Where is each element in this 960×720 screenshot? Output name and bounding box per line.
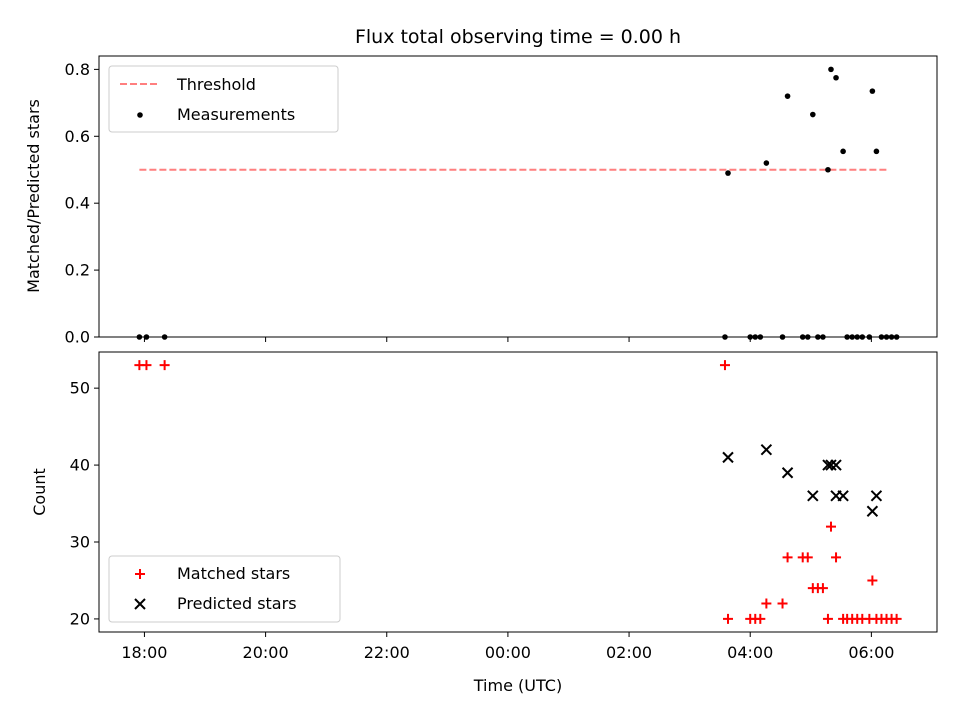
matched-star-point bbox=[822, 613, 833, 624]
top-panel: 0.0 0.2 0.4 0.6 0.8 Threshold Measurements bbox=[65, 55, 938, 347]
measurement-point bbox=[859, 334, 866, 340]
bottom-legend: Matched stars Predicted stars bbox=[108, 555, 341, 623]
legend-threshold-label: Threshold bbox=[176, 75, 256, 94]
bottom-xtick-label: 04:00 bbox=[727, 643, 773, 662]
predicted-star-point bbox=[760, 443, 773, 456]
matched-star-point bbox=[891, 613, 902, 624]
measurement-point bbox=[143, 334, 150, 340]
legend-matched-swatch bbox=[135, 569, 145, 579]
bottom-xtick-label: 06:00 bbox=[848, 643, 894, 662]
predicted-star-point bbox=[866, 505, 879, 517]
measurement-point bbox=[810, 111, 816, 118]
measurement-point bbox=[804, 334, 811, 340]
matched-star-point bbox=[761, 598, 772, 609]
measurement-point bbox=[854, 334, 861, 340]
predicted-star-point bbox=[837, 490, 849, 502]
bottom-ytick-label: 30 bbox=[70, 533, 90, 552]
measurement-point bbox=[844, 334, 850, 340]
top-y-axis-label: Matched/Predicted stars bbox=[24, 99, 43, 293]
predicted-star-point bbox=[830, 459, 842, 471]
matched-star-point bbox=[723, 613, 734, 624]
matched-star-point bbox=[141, 360, 152, 371]
measurement-point bbox=[866, 334, 873, 340]
x-axis-label: Time (UTC) bbox=[473, 676, 562, 695]
top-plot-frame bbox=[98, 55, 938, 338]
predicted-star-point bbox=[807, 490, 819, 502]
chart-title: Flux total observing time = 0.00 h bbox=[355, 26, 681, 48]
measurement-point bbox=[799, 334, 806, 340]
matched-star-point bbox=[825, 521, 836, 532]
top-ytick-label: 0.2 bbox=[65, 261, 90, 280]
matched-star-point bbox=[159, 360, 170, 371]
bottom-panel: 20 30 40 50 18:00 20:00 22:00 00:00 02:00 04:00 06… bbox=[70, 351, 938, 662]
legend-measurements-label: Measurements bbox=[177, 105, 295, 124]
predicted-star-point bbox=[870, 490, 883, 502]
predicted-star-point bbox=[781, 467, 794, 479]
bottom-ytick-label: 50 bbox=[70, 379, 90, 398]
measurement-point bbox=[757, 334, 764, 340]
measurement-point bbox=[784, 93, 791, 99]
matched-star-point bbox=[719, 360, 730, 371]
measurement-point bbox=[833, 74, 839, 81]
measurement-point bbox=[725, 170, 731, 176]
bottom-y-axis-label: Count bbox=[30, 468, 49, 516]
matched-star-point bbox=[802, 552, 813, 563]
measurement-point bbox=[752, 334, 759, 340]
bottom-xtick-label: 20:00 bbox=[243, 643, 289, 662]
bottom-ytick-label: 20 bbox=[70, 609, 90, 628]
measurement-point bbox=[820, 334, 826, 340]
measurement-point bbox=[779, 334, 786, 340]
measurement-point bbox=[828, 66, 834, 73]
top-ytick-label: 0.8 bbox=[65, 60, 90, 79]
measurement-point bbox=[840, 148, 846, 155]
legend-predicted-label: Predicted stars bbox=[177, 594, 297, 613]
measurement-point bbox=[722, 334, 728, 340]
top-ytick-label: 0.4 bbox=[65, 194, 90, 213]
bottom-xtick-label: 00:00 bbox=[485, 643, 531, 662]
matched-star-point bbox=[755, 613, 766, 624]
measurement-point bbox=[873, 148, 880, 155]
measurement-point bbox=[161, 334, 168, 340]
predicted-star-point bbox=[825, 459, 837, 471]
bottom-ytick-label: 40 bbox=[70, 456, 90, 475]
matched-star-point bbox=[817, 583, 828, 594]
predicted-star-point bbox=[722, 451, 734, 464]
top-ytick-label: 0.6 bbox=[65, 127, 90, 146]
matched-star-point bbox=[831, 552, 842, 563]
legend-predicted-swatch bbox=[134, 598, 146, 610]
measurement-point bbox=[825, 166, 831, 173]
top-ytick-label: 0.0 bbox=[65, 328, 90, 347]
measurement-point bbox=[883, 334, 890, 340]
legend-matched-label: Matched stars bbox=[177, 564, 290, 583]
measurement-point bbox=[893, 334, 900, 340]
measurement-point bbox=[763, 160, 770, 166]
measurement-point bbox=[849, 334, 855, 340]
bottom-plot-frame bbox=[98, 351, 938, 633]
measurement-point bbox=[878, 334, 885, 340]
bottom-xtick-label: 18:00 bbox=[121, 643, 167, 662]
matched-star-point bbox=[777, 598, 788, 609]
measurement-point bbox=[136, 334, 143, 340]
measurement-point bbox=[869, 88, 876, 94]
matched-star-point bbox=[867, 575, 878, 586]
measurement-point bbox=[815, 334, 821, 340]
legend-measurements-swatch bbox=[137, 112, 143, 118]
measurement-point bbox=[888, 334, 895, 340]
bottom-legend-box bbox=[108, 555, 341, 623]
bottom-xtick-label: 22:00 bbox=[364, 643, 410, 662]
bottom-xtick-label: 02:00 bbox=[606, 643, 652, 662]
matched-star-point bbox=[782, 552, 793, 563]
top-legend: Threshold Measurements bbox=[108, 65, 339, 133]
top-legend-box bbox=[108, 65, 339, 133]
